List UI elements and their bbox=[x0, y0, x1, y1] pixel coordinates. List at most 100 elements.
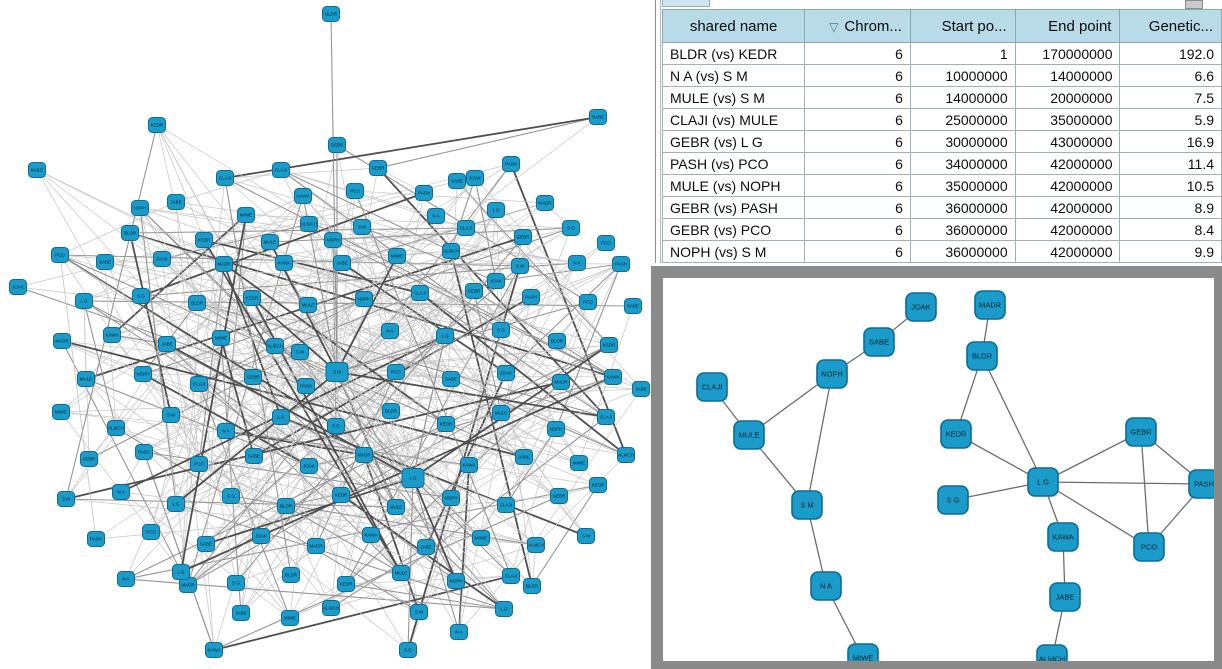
network-node[interactable]: CLAJI bbox=[457, 220, 475, 236]
node-shape[interactable] bbox=[300, 458, 318, 474]
network-edge[interactable] bbox=[260, 535, 409, 651]
network-node[interactable]: KEDR bbox=[148, 117, 166, 133]
network-edge[interactable] bbox=[251, 297, 560, 497]
node-shape[interactable] bbox=[523, 578, 541, 594]
node-shape[interactable] bbox=[188, 295, 206, 311]
network-edge[interactable] bbox=[60, 195, 304, 413]
table-cell[interactable]: 43000000 bbox=[1014, 130, 1121, 153]
network-edge[interactable] bbox=[120, 491, 291, 619]
network-node[interactable]: JOAK bbox=[252, 528, 270, 544]
network-edge[interactable] bbox=[230, 410, 392, 497]
table-cell[interactable]: 34000000 bbox=[909, 152, 1016, 175]
network-node[interactable]: JOAK bbox=[497, 365, 515, 381]
network-edge[interactable] bbox=[336, 371, 452, 499]
network-edge[interactable] bbox=[205, 477, 414, 545]
network-node[interactable]: N A bbox=[427, 208, 445, 224]
table-cell[interactable]: 36000000 bbox=[909, 196, 1016, 219]
node-shape[interactable] bbox=[492, 405, 510, 421]
table-cell[interactable]: 6 bbox=[804, 218, 911, 241]
node-shape[interactable] bbox=[816, 359, 848, 389]
network-node[interactable]: S M bbox=[325, 362, 349, 382]
network-node[interactable]: MADR bbox=[536, 195, 554, 211]
table-cell[interactable]: 36000000 bbox=[909, 240, 1016, 263]
node-shape[interactable] bbox=[300, 216, 318, 232]
network-node[interactable]: MIWE bbox=[52, 404, 70, 420]
network-node-MULE[interactable]: MULE bbox=[733, 420, 765, 450]
node-shape[interactable] bbox=[190, 456, 208, 472]
node-shape[interactable] bbox=[275, 255, 293, 271]
network-edge[interactable] bbox=[223, 263, 338, 373]
network-edge[interactable] bbox=[251, 297, 338, 373]
network-node[interactable]: MIWE bbox=[281, 610, 299, 626]
network-node[interactable]: KEDR bbox=[589, 477, 607, 493]
network-node[interactable]: JABE bbox=[632, 381, 650, 397]
network-edge[interactable] bbox=[143, 290, 475, 453]
network-node[interactable]: GEBR bbox=[328, 137, 346, 153]
table-cell[interactable]: 7.5 bbox=[1119, 86, 1222, 109]
network-node[interactable]: MULE bbox=[492, 405, 510, 421]
network-edge[interactable] bbox=[111, 334, 168, 345]
node-shape[interactable] bbox=[107, 420, 125, 436]
network-edge[interactable] bbox=[129, 232, 172, 416]
table-cell[interactable]: 8.9 bbox=[1119, 196, 1222, 219]
network-edge[interactable] bbox=[220, 337, 255, 457]
network-edge[interactable] bbox=[140, 192, 425, 297]
network-node[interactable]: PASH bbox=[135, 444, 153, 460]
network-node[interactable]: CLAJI bbox=[190, 376, 208, 392]
node-shape[interactable] bbox=[442, 490, 460, 506]
node-shape[interactable] bbox=[940, 419, 972, 449]
network-node-BLDR[interactable]: BLDR bbox=[966, 341, 998, 371]
node-shape[interactable] bbox=[299, 297, 317, 313]
network-edge[interactable] bbox=[252, 376, 505, 610]
node-shape[interactable] bbox=[237, 207, 255, 223]
network-edge[interactable] bbox=[170, 298, 365, 416]
network-node[interactable]: PCO bbox=[190, 456, 208, 472]
network-edge[interactable] bbox=[251, 297, 309, 306]
column-header-1[interactable]: ▽ Chrom... bbox=[804, 9, 911, 43]
network-node[interactable]: BLDR bbox=[121, 225, 139, 241]
node-shape[interactable] bbox=[436, 328, 454, 344]
node-shape[interactable] bbox=[51, 247, 69, 263]
table-cell[interactable]: N A (vs) S M bbox=[661, 64, 806, 87]
network-node[interactable]: PASH bbox=[522, 289, 540, 305]
network-edge[interactable] bbox=[560, 301, 589, 383]
network-node[interactable]: ALMCH bbox=[322, 600, 340, 616]
table-cell[interactable]: 6 bbox=[804, 42, 911, 65]
network-edge[interactable] bbox=[345, 381, 562, 585]
network-edge[interactable] bbox=[139, 207, 578, 264]
network-node[interactable]: N A bbox=[450, 624, 468, 640]
node-shape[interactable] bbox=[417, 539, 435, 555]
network-node[interactable]: MULE bbox=[299, 297, 317, 313]
network-edge[interactable] bbox=[505, 263, 622, 374]
node-shape[interactable] bbox=[387, 364, 405, 380]
node-shape[interactable] bbox=[847, 643, 879, 661]
network-edge[interactable] bbox=[104, 261, 622, 265]
node-shape[interactable] bbox=[232, 605, 250, 621]
table-cell[interactable]: 10000000 bbox=[909, 64, 1016, 87]
table-cell[interactable]: 42000000 bbox=[1014, 218, 1121, 241]
network-edge[interactable] bbox=[205, 265, 521, 545]
table-row[interactable]: MULE (vs) S M 6 14000000 20000000 7.5 bbox=[661, 86, 1222, 109]
node-shape[interactable] bbox=[399, 642, 417, 658]
node-shape[interactable] bbox=[502, 568, 520, 584]
network-node[interactable]: NOPH bbox=[547, 421, 565, 437]
node-shape[interactable] bbox=[497, 497, 515, 513]
network-edge[interactable] bbox=[407, 477, 414, 651]
node-shape[interactable] bbox=[324, 232, 342, 248]
network-node[interactable]: NOPH bbox=[324, 232, 342, 248]
network-edge[interactable] bbox=[412, 335, 446, 479]
network-edge[interactable] bbox=[1042, 431, 1142, 483]
network-edge[interactable] bbox=[412, 376, 614, 479]
table-row[interactable]: CLAJI (vs) MULE 6 25000000 35000000 5.9 bbox=[661, 108, 1222, 131]
node-shape[interactable] bbox=[172, 564, 190, 580]
network-edge[interactable] bbox=[85, 214, 247, 380]
network-node[interactable]: JABE bbox=[333, 255, 351, 271]
network-node[interactable]: ALMCH bbox=[107, 420, 125, 436]
network-node[interactable]: NOPH bbox=[131, 200, 149, 216]
table-cell[interactable]: GEBR (vs) PCO bbox=[661, 218, 806, 241]
network-edge[interactable] bbox=[203, 239, 262, 537]
table-scrollbar-fragment[interactable] bbox=[1185, 0, 1203, 9]
table-cell[interactable]: 35000000 bbox=[1014, 108, 1121, 131]
network-node[interactable]: MULE bbox=[387, 499, 405, 515]
column-header-0[interactable]: shared name bbox=[661, 9, 806, 43]
